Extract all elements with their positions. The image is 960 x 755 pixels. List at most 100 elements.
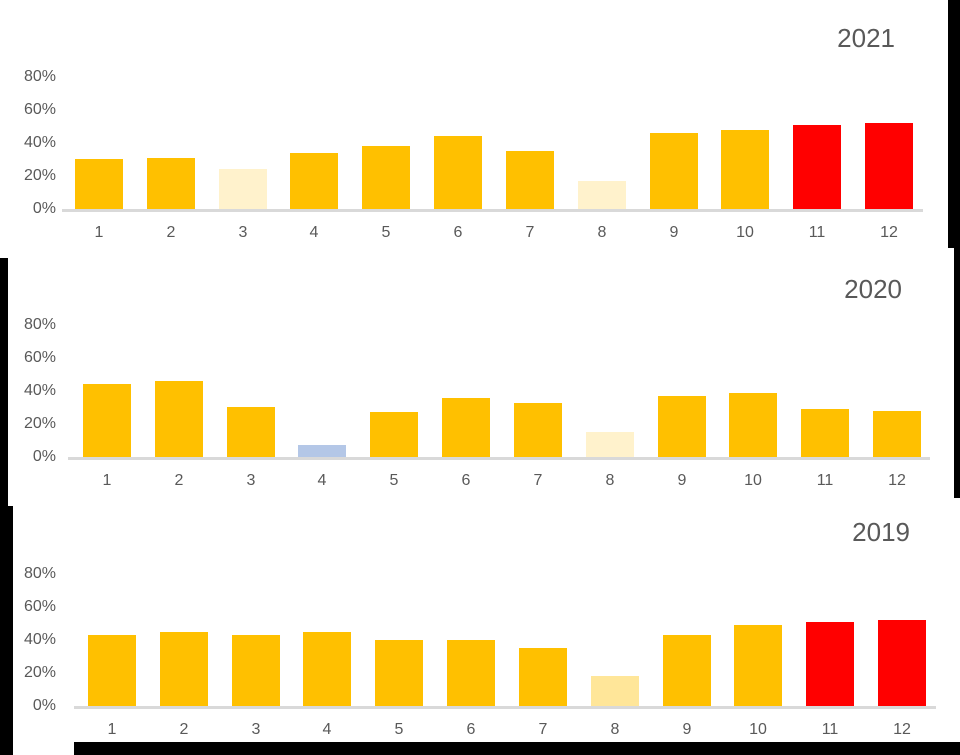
dark-frame-left-lower — [0, 506, 13, 755]
y-axis-tick-label: 60% — [23, 349, 56, 366]
bar-month-7 — [519, 648, 567, 706]
bar-month-2 — [147, 158, 195, 209]
x-axis-tick-label: 12 — [880, 224, 898, 241]
dark-frame-left-upper — [0, 258, 8, 506]
chart-title-2020: 2020 — [844, 274, 902, 304]
x-axis-tick-label: 1 — [94, 224, 104, 241]
x-axis-tick-label: 3 — [251, 721, 261, 738]
x-axis-tick-label: 1 — [107, 721, 117, 738]
bar-month-2 — [155, 381, 203, 457]
x-axis-tick-label: 9 — [669, 224, 679, 241]
x-axis-tick-label: 6 — [461, 472, 471, 489]
bar-month-5 — [362, 146, 410, 209]
x-axis-tick-label: 7 — [525, 224, 535, 241]
x-axis-tick-label: 4 — [309, 224, 319, 241]
chart-title-2021: 2021 — [837, 23, 895, 53]
x-axis-tick-label: 9 — [682, 721, 692, 738]
y-axis-tick-label: 60% — [23, 101, 56, 118]
bar-month-7 — [506, 151, 554, 209]
x-axis-tick-label: 4 — [317, 472, 327, 489]
bar-chart-2020: 2020 80% 60% 40% 20% 0% 1 2 3 4 5 6 7 8 9 10 11 12 — [0, 252, 960, 504]
bar-month-12 — [865, 123, 913, 209]
dark-frame-right-top — [948, 0, 960, 248]
bar-month-10 — [734, 625, 782, 706]
bar-month-11 — [801, 409, 849, 457]
bar-month-6 — [447, 640, 495, 706]
x-axis-tick-label: 3 — [246, 472, 256, 489]
y-axis-tick-label: 0% — [32, 448, 56, 465]
y-axis-tick-label: 20% — [23, 415, 56, 432]
bar-chart-2021: 2021 80% 60% 40% 20% 0% 1 2 3 4 5 6 7 8 9 10 11 12 — [0, 0, 960, 252]
x-axis-tick-label: 5 — [394, 721, 404, 738]
bar-month-6 — [442, 398, 490, 457]
bar-month-6 — [434, 136, 482, 209]
bar-month-4 — [303, 632, 351, 706]
x-axis-tick-label: 4 — [322, 721, 332, 738]
bar-month-8 — [578, 181, 626, 209]
y-axis-tick-label: 0% — [32, 200, 56, 217]
x-axis-tick-label: 10 — [736, 224, 754, 241]
bar-month-9 — [650, 133, 698, 209]
x-axis-tick-label: 2 — [179, 721, 189, 738]
bar-month-3 — [219, 169, 267, 209]
x-axis-tick-label: 8 — [610, 721, 620, 738]
y-axis-tick-label: 20% — [23, 167, 56, 184]
x-axis-line — [62, 209, 923, 212]
bar-month-10 — [729, 393, 777, 457]
bar-month-4 — [298, 445, 346, 457]
dark-frame-bottom — [74, 742, 960, 755]
bar-month-3 — [227, 407, 275, 457]
y-axis-tick-label: 40% — [23, 631, 56, 648]
x-axis-tick-label: 12 — [888, 472, 906, 489]
bar-chart-2019: 2019 80% 60% 40% 20% 0% 1 2 3 4 5 6 7 8 9 10 11 12 — [0, 504, 960, 755]
x-axis-tick-label: 11 — [816, 472, 834, 489]
x-axis-tick-label: 7 — [538, 721, 548, 738]
bar-month-8 — [586, 432, 634, 457]
x-axis-tick-label: 1 — [102, 472, 112, 489]
bar-month-11 — [793, 125, 841, 209]
chart-title-2019: 2019 — [852, 517, 910, 547]
y-axis-tick-label: 80% — [23, 68, 56, 85]
y-axis-tick-label: 80% — [23, 316, 56, 333]
x-axis-tick-label: 8 — [605, 472, 615, 489]
bar-month-12 — [878, 620, 926, 706]
bar-month-9 — [663, 635, 711, 706]
bar-month-3 — [232, 635, 280, 706]
x-axis-line — [68, 457, 930, 460]
bar-month-8 — [591, 676, 639, 706]
x-axis-tick-label: 10 — [744, 472, 762, 489]
y-axis-tick-label: 40% — [23, 382, 56, 399]
bar-month-10 — [721, 130, 769, 209]
x-axis-tick-label: 2 — [166, 224, 176, 241]
bar-month-7 — [514, 403, 562, 457]
x-axis-tick-label: 5 — [389, 472, 399, 489]
bar-month-1 — [88, 635, 136, 706]
x-axis-tick-label: 10 — [749, 721, 767, 738]
bar-month-11 — [806, 622, 854, 706]
x-axis-tick-label: 3 — [238, 224, 248, 241]
y-axis-tick-label: 0% — [32, 697, 56, 714]
y-axis-tick-label: 80% — [23, 565, 56, 582]
x-axis-tick-label: 8 — [597, 224, 607, 241]
x-axis-tick-label: 9 — [677, 472, 687, 489]
x-axis-tick-label: 12 — [893, 721, 911, 738]
x-axis-line — [74, 706, 936, 709]
bar-month-5 — [375, 640, 423, 706]
bar-month-5 — [370, 412, 418, 457]
x-axis-tick-label: 6 — [466, 721, 476, 738]
y-axis-tick-label: 40% — [23, 134, 56, 151]
bar-month-1 — [75, 159, 123, 209]
bar-month-1 — [83, 384, 131, 457]
bar-month-9 — [658, 396, 706, 457]
x-axis-tick-label: 11 — [808, 224, 826, 241]
bar-month-12 — [873, 411, 921, 457]
x-axis-tick-label: 2 — [174, 472, 184, 489]
x-axis-tick-label: 11 — [821, 721, 839, 738]
bar-month-4 — [290, 153, 338, 209]
dark-frame-right-mid — [954, 248, 960, 498]
x-axis-tick-label: 5 — [381, 224, 391, 241]
x-axis-tick-label: 6 — [453, 224, 463, 241]
x-axis-tick-label: 7 — [533, 472, 543, 489]
y-axis-tick-label: 20% — [23, 664, 56, 681]
